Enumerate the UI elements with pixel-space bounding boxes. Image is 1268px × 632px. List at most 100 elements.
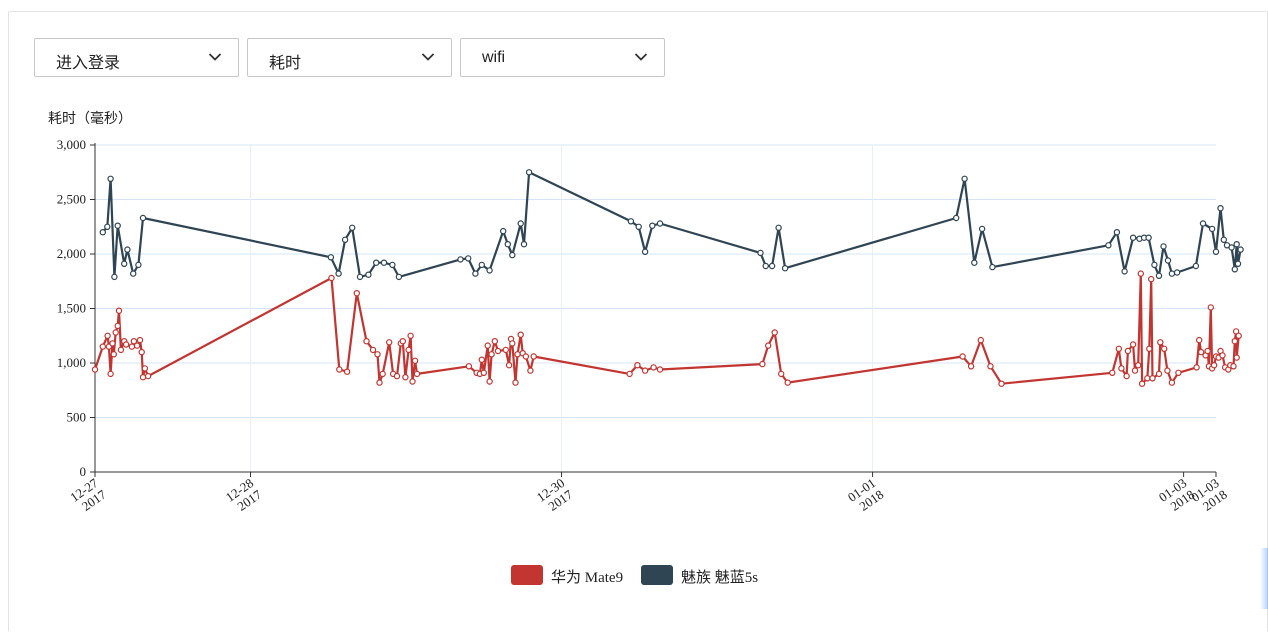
series-point-0[interactable] bbox=[959, 353, 966, 360]
series-point-0[interactable] bbox=[465, 363, 473, 370]
series-point-0[interactable] bbox=[491, 338, 498, 345]
series-point-0[interactable] bbox=[494, 347, 502, 355]
series-point-0[interactable] bbox=[110, 351, 118, 358]
series-point-0[interactable] bbox=[374, 351, 381, 358]
series-point-1[interactable] bbox=[1160, 243, 1167, 250]
series-point-0[interactable] bbox=[502, 346, 509, 354]
series-point-0[interactable] bbox=[130, 338, 138, 345]
series-point-1[interactable] bbox=[1231, 266, 1239, 273]
series-point-1[interactable] bbox=[1228, 244, 1235, 251]
series-point-0[interactable] bbox=[784, 379, 791, 386]
series-point-0[interactable] bbox=[517, 331, 524, 338]
series-point-0[interactable] bbox=[977, 336, 985, 344]
series-point-0[interactable] bbox=[1160, 345, 1168, 352]
series-point-1[interactable] bbox=[124, 246, 131, 253]
series-point-0[interactable] bbox=[328, 274, 335, 282]
series-point-1[interactable] bbox=[971, 259, 978, 266]
series-point-0[interactable] bbox=[1157, 339, 1164, 346]
series-point-0[interactable] bbox=[363, 338, 370, 345]
series-point-1[interactable] bbox=[1233, 240, 1240, 248]
series-point-1[interactable] bbox=[961, 175, 968, 182]
series-point-1[interactable] bbox=[500, 227, 507, 235]
series-point-1[interactable] bbox=[104, 223, 111, 230]
series-point-0[interactable] bbox=[967, 363, 975, 370]
series-point-1[interactable] bbox=[1212, 248, 1220, 255]
series-point-0[interactable] bbox=[411, 357, 419, 364]
series-point-1[interactable] bbox=[517, 220, 524, 227]
series-point-1[interactable] bbox=[114, 222, 121, 229]
series-point-1[interactable] bbox=[509, 251, 516, 259]
series-point-1[interactable] bbox=[111, 273, 118, 281]
series-point-0[interactable] bbox=[641, 367, 649, 374]
series-point-1[interactable] bbox=[389, 261, 396, 269]
series-point-1[interactable] bbox=[472, 270, 479, 277]
series-point-1[interactable] bbox=[1208, 225, 1216, 233]
series-point-0[interactable] bbox=[141, 365, 149, 372]
series-point-0[interactable] bbox=[1124, 347, 1132, 355]
series-point-0[interactable] bbox=[512, 379, 519, 386]
event-select[interactable]: 进入登录 bbox=[34, 38, 239, 77]
metric-select[interactable]: 耗时 bbox=[247, 38, 452, 77]
series-point-0[interactable] bbox=[369, 346, 377, 354]
series-point-1[interactable] bbox=[1105, 242, 1112, 249]
series-point-0[interactable] bbox=[1235, 332, 1242, 339]
series-point-0[interactable] bbox=[1168, 379, 1176, 386]
series-point-1[interactable] bbox=[1168, 270, 1176, 277]
series-point-1[interactable] bbox=[356, 273, 364, 281]
series-point-0[interactable] bbox=[1129, 341, 1137, 348]
series-point-1[interactable] bbox=[1234, 260, 1242, 267]
series-point-1[interactable] bbox=[380, 259, 388, 266]
series-point-0[interactable] bbox=[1149, 375, 1156, 382]
series-point-1[interactable] bbox=[635, 223, 642, 230]
series-point-0[interactable] bbox=[117, 346, 125, 354]
series-point-0[interactable] bbox=[1197, 348, 1205, 356]
series-point-0[interactable] bbox=[1219, 352, 1226, 359]
series-point-0[interactable] bbox=[104, 332, 111, 339]
series-point-0[interactable] bbox=[1204, 347, 1211, 355]
series-point-1[interactable] bbox=[478, 261, 485, 269]
series-point-1[interactable] bbox=[99, 228, 107, 236]
series-point-1[interactable] bbox=[373, 259, 380, 266]
series-point-1[interactable] bbox=[486, 267, 493, 274]
series-point-1[interactable] bbox=[1220, 236, 1228, 243]
series-point-1[interactable] bbox=[627, 218, 635, 225]
series-point-0[interactable] bbox=[413, 370, 421, 378]
series-point-0[interactable] bbox=[486, 378, 493, 385]
series-point-1[interactable] bbox=[1217, 204, 1224, 212]
series-point-0[interactable] bbox=[1138, 380, 1146, 387]
series-point-0[interactable] bbox=[107, 370, 114, 378]
series-point-0[interactable] bbox=[99, 343, 107, 350]
series-point-0[interactable] bbox=[379, 370, 386, 378]
series-point-1[interactable] bbox=[1192, 262, 1200, 270]
series-point-0[interactable] bbox=[1131, 367, 1139, 374]
series-point-1[interactable] bbox=[953, 214, 960, 222]
series-point-0[interactable] bbox=[128, 343, 136, 350]
series-point-1[interactable] bbox=[135, 261, 142, 269]
series-point-1[interactable] bbox=[1199, 220, 1207, 227]
series-point-0[interactable] bbox=[1207, 304, 1215, 311]
series-point-1[interactable] bbox=[335, 270, 342, 277]
series-point-0[interactable] bbox=[626, 370, 633, 378]
series-point-0[interactable] bbox=[1164, 367, 1171, 374]
series-point-1[interactable] bbox=[395, 273, 403, 281]
series-point-0[interactable] bbox=[136, 336, 144, 344]
series-point-0[interactable] bbox=[115, 307, 123, 314]
series-point-1[interactable] bbox=[139, 214, 147, 222]
series-point-1[interactable] bbox=[1151, 261, 1158, 269]
series-point-1[interactable] bbox=[775, 224, 782, 231]
series-point-0[interactable] bbox=[478, 356, 485, 363]
series-point-1[interactable] bbox=[107, 175, 114, 182]
series-point-1[interactable] bbox=[129, 270, 137, 277]
series-point-0[interactable] bbox=[139, 374, 147, 381]
series-point-1[interactable] bbox=[1113, 228, 1121, 236]
series-point-0[interactable] bbox=[122, 341, 130, 348]
series-point-0[interactable] bbox=[144, 372, 152, 380]
series-point-0[interactable] bbox=[530, 353, 537, 360]
series-point-0[interactable] bbox=[488, 351, 495, 358]
series-point-1[interactable] bbox=[978, 225, 986, 233]
series-point-1[interactable] bbox=[641, 248, 649, 255]
network-select[interactable]: wifi bbox=[460, 38, 665, 77]
series-point-1[interactable] bbox=[341, 236, 349, 243]
series-point-1[interactable] bbox=[649, 222, 656, 229]
series-point-0[interactable] bbox=[1210, 362, 1218, 369]
